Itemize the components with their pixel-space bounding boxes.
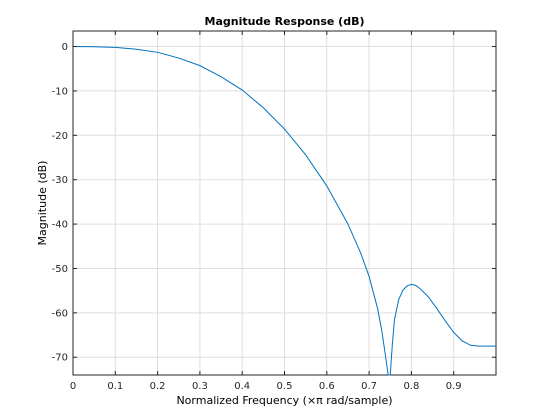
x-tick-label: 0.5 [277, 381, 293, 392]
x-tick-labels: 0 0.1 0.2 0.3 0.4 0.5 0.6 0.7 0.8 0.9 [70, 381, 462, 392]
x-tick-label: 0.7 [361, 381, 377, 392]
x-tick-label: 0.1 [107, 381, 123, 392]
x-tick-label: 0.6 [319, 381, 335, 392]
x-tick-label: 0.9 [446, 381, 462, 392]
y-tick-label: -50 [52, 264, 68, 275]
y-tick-label: -10 [52, 86, 68, 97]
y-tick-label: 0 [62, 42, 68, 53]
y-axis-label: Magnitude (dB) [36, 161, 49, 246]
y-tick-label: -20 [52, 131, 68, 142]
x-tick-label: 0 [70, 381, 76, 392]
y-tick-label: -40 [52, 220, 68, 231]
y-tick-label: -60 [52, 308, 68, 319]
x-tick-label: 0.4 [234, 381, 250, 392]
x-tick-label: 0.3 [192, 381, 208, 392]
y-tick-labels: 0 -10 -20 -30 -40 -50 -60 -70 [52, 42, 68, 364]
chart-title: Magnitude Response (dB) [205, 15, 365, 28]
x-tick-label: 0.2 [150, 381, 166, 392]
x-axis-label: Normalized Frequency (×π rad/sample) [176, 394, 392, 407]
axis-ticks [72, 31, 496, 375]
x-tick-label: 0.8 [403, 381, 419, 392]
grid-lines [73, 31, 496, 375]
y-tick-label: -30 [52, 175, 68, 186]
y-tick-label: -70 [52, 353, 68, 364]
magnitude-curve [72, 46, 496, 376]
